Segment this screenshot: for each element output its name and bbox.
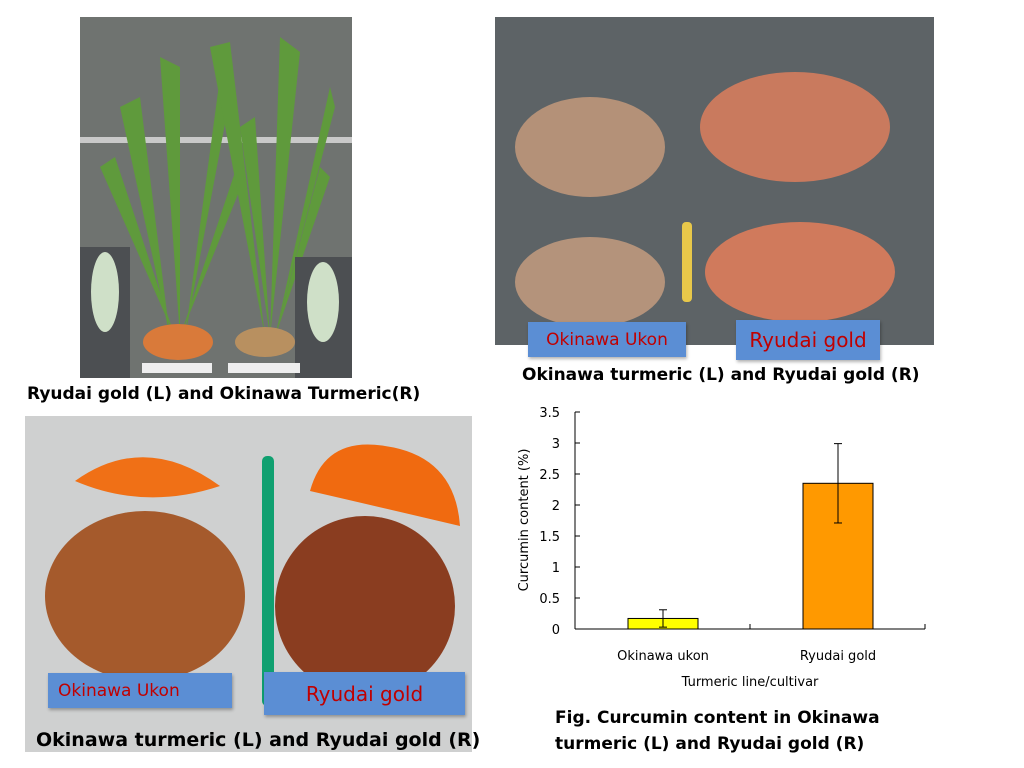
caption-top-left: Ryudai gold (L) and Okinawa Turmeric(R) <box>27 384 421 404</box>
rhizomes-photo <box>495 17 934 345</box>
tag-top-okinawa: Okinawa Ukon <box>528 322 686 357</box>
tag-bottom-okinawa: Okinawa Ukon <box>48 673 232 708</box>
tag-top-ryudai: Ryudai gold <box>736 320 880 360</box>
caption-top-right: Okinawa turmeric (L) and Ryudai gold (R) <box>522 365 920 385</box>
tag-bottom-ryudai: Ryudai gold <box>264 672 465 715</box>
y-tick-label: 3.5 <box>539 406 560 421</box>
error-bar <box>834 443 842 524</box>
y-tick-label: 0 <box>552 623 560 638</box>
figure-caption: Fig. Curcumin content in Okinawa turmeri… <box>555 708 880 754</box>
y-tick-label: 0.5 <box>539 592 560 607</box>
error-bar <box>659 609 667 628</box>
x-tick-label: Ryudai gold <box>800 649 876 664</box>
x-tick-label: Okinawa ukon <box>617 649 709 664</box>
caption-bottom-left: Okinawa turmeric (L) and Ryudai gold (R) <box>36 729 481 751</box>
y-axis-label: Curcumin content (%) <box>517 449 532 592</box>
y-tick-label: 2 <box>552 499 560 514</box>
y-tick-label: 1 <box>552 561 560 576</box>
curcumin-chart: 0 0.5 1 1.5 2 2.5 3 3.5 Okinawa ukon Ryudai gol… <box>517 406 926 690</box>
plants-photo <box>80 17 352 378</box>
y-tick-label: 1.5 <box>539 530 560 545</box>
cut-rhizomes-photo <box>25 416 472 752</box>
y-tick-label: 3 <box>552 437 560 452</box>
x-axis-label: Turmeric line/cultivar <box>681 675 819 690</box>
y-tick-label: 2.5 <box>539 468 560 483</box>
